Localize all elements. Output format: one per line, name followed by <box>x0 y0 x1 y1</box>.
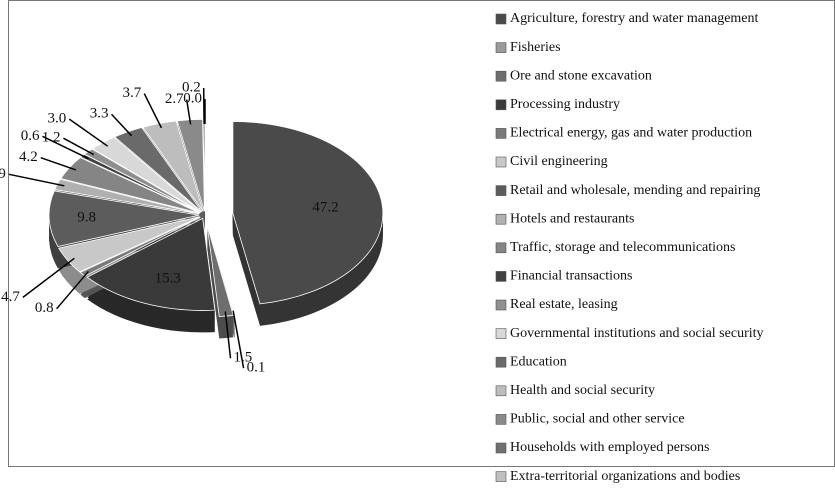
data-label: 3.0 <box>48 111 67 127</box>
legend-label: Financial transactions <box>510 269 632 284</box>
legend-label: Health and social security <box>510 383 655 398</box>
leader-line <box>185 99 192 125</box>
leader-line <box>56 270 89 310</box>
legend-label: Electrical energy, gas and water product… <box>510 126 752 141</box>
data-label: 0.2 <box>182 79 201 95</box>
legend-swatch <box>495 156 507 168</box>
data-label: 1.5 <box>234 350 253 366</box>
data-label: 3.7 <box>123 85 142 101</box>
leader-line <box>110 113 133 137</box>
data-label: 4.7 <box>1 289 20 305</box>
slice <box>232 121 384 305</box>
legend-swatch <box>495 471 507 482</box>
legend-label: Education <box>510 354 567 369</box>
slice <box>86 217 216 311</box>
leader-line <box>63 137 95 156</box>
legend-label: Public, social and other service <box>510 412 685 427</box>
legend-label: Households with employed persons <box>510 440 709 455</box>
leader-line <box>68 118 109 147</box>
legend-label: Processing industry <box>510 97 620 112</box>
legend-swatch <box>495 442 507 454</box>
data-label: 4.2 <box>19 149 38 165</box>
legend-swatch <box>495 213 507 225</box>
legend-swatch <box>495 42 507 53</box>
data-label: 0.0 <box>183 90 202 106</box>
legend-label: Governmental institutions and social sec… <box>510 326 764 341</box>
leader-line <box>22 257 75 298</box>
data-label: 1.2 <box>42 130 61 146</box>
legend-swatch <box>495 385 507 397</box>
data-label: 0.1 <box>247 360 266 376</box>
legend-label: Civil engineering <box>510 154 608 169</box>
data-label: 15.3 <box>155 271 181 287</box>
legend-swatch <box>495 242 507 254</box>
legend-label: Fisheries <box>510 40 561 55</box>
legend-swatch <box>495 299 507 311</box>
legend-swatch <box>495 13 507 25</box>
data-label: 47.2 <box>312 200 338 216</box>
legend-swatch <box>495 99 507 111</box>
legend-swatch <box>495 128 507 139</box>
legend-swatch <box>495 70 507 82</box>
legend-swatch <box>495 328 507 339</box>
leader-line <box>224 311 232 359</box>
leader-line <box>143 93 163 129</box>
data-label: 2.7 <box>165 91 184 107</box>
legend-swatch <box>495 356 507 368</box>
legend-swatch <box>495 271 507 282</box>
leader-line <box>8 173 65 187</box>
leader-line <box>42 135 89 160</box>
legend-swatch <box>495 185 507 196</box>
legend-label: Traffic, storage and telecommunications <box>510 240 736 255</box>
legend-label: Hotels and restaurants <box>510 211 634 226</box>
leader-line <box>232 310 245 369</box>
legend-swatch <box>495 414 507 425</box>
data-label: 0.6 <box>21 128 40 144</box>
legend-label: Extra-territorial organizations and bodi… <box>510 469 740 484</box>
legend-label: Real estate, leasing <box>510 297 618 312</box>
data-label: 0.8 <box>35 300 54 316</box>
leader-line <box>40 156 77 171</box>
data-label: 3.3 <box>90 106 109 122</box>
legend-label: Retail and wholesale, mending and repair… <box>510 183 760 198</box>
data-label: 9.8 <box>77 209 96 225</box>
legend-label: Agriculture, forestry and water manageme… <box>510 11 759 26</box>
slice <box>48 190 200 247</box>
legend-label: Ore and stone excavation <box>510 68 652 83</box>
slice <box>58 216 200 273</box>
data-label: 1.9 <box>0 166 6 182</box>
